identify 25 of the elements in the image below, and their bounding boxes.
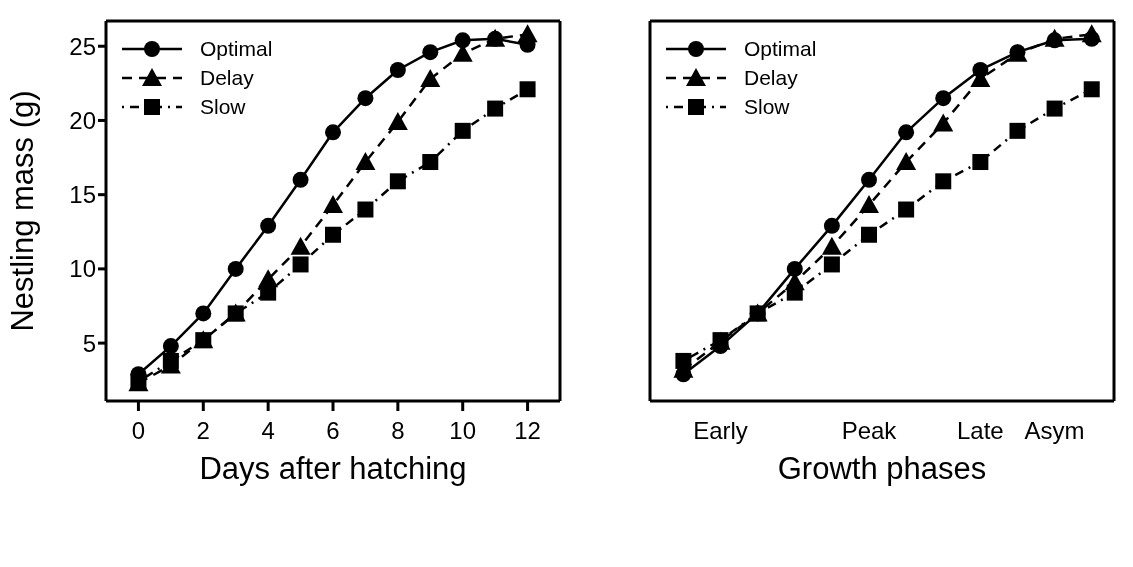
y-tick-label: 5	[82, 329, 96, 357]
x-tick-label: 4	[261, 417, 275, 444]
x-tick-label: 6	[326, 417, 340, 444]
y-tick-label: 25	[69, 32, 96, 60]
x-tick-label: Asym	[1024, 417, 1085, 444]
legend-label: Optimal	[200, 36, 273, 61]
legend-label: Slow	[744, 94, 790, 119]
x-tick-label: 8	[391, 417, 405, 444]
legend-label: Delay	[200, 65, 254, 90]
x-axis-title: Growth phases	[777, 451, 987, 486]
legend-label: Optimal	[744, 36, 817, 61]
legend-label: Delay	[744, 65, 798, 90]
x-tick-label: 2	[196, 417, 210, 444]
x-tick-label: Peak	[841, 417, 898, 444]
x-tick-label: Early	[693, 417, 748, 444]
y-axis-title: Nestling mass (g)	[5, 90, 41, 332]
y-tick-label: 20	[69, 106, 96, 134]
x-tick-label: 12	[514, 417, 541, 444]
legend-label: Slow	[200, 94, 246, 119]
x-tick-label: 0	[131, 417, 146, 444]
x-axis-title: Days after hatching	[199, 451, 467, 486]
y-tick-label: 15	[69, 181, 96, 209]
y-tick-label: 10	[69, 255, 96, 283]
x-tick-label: 10	[449, 417, 477, 444]
x-tick-label: Late	[957, 417, 1004, 444]
